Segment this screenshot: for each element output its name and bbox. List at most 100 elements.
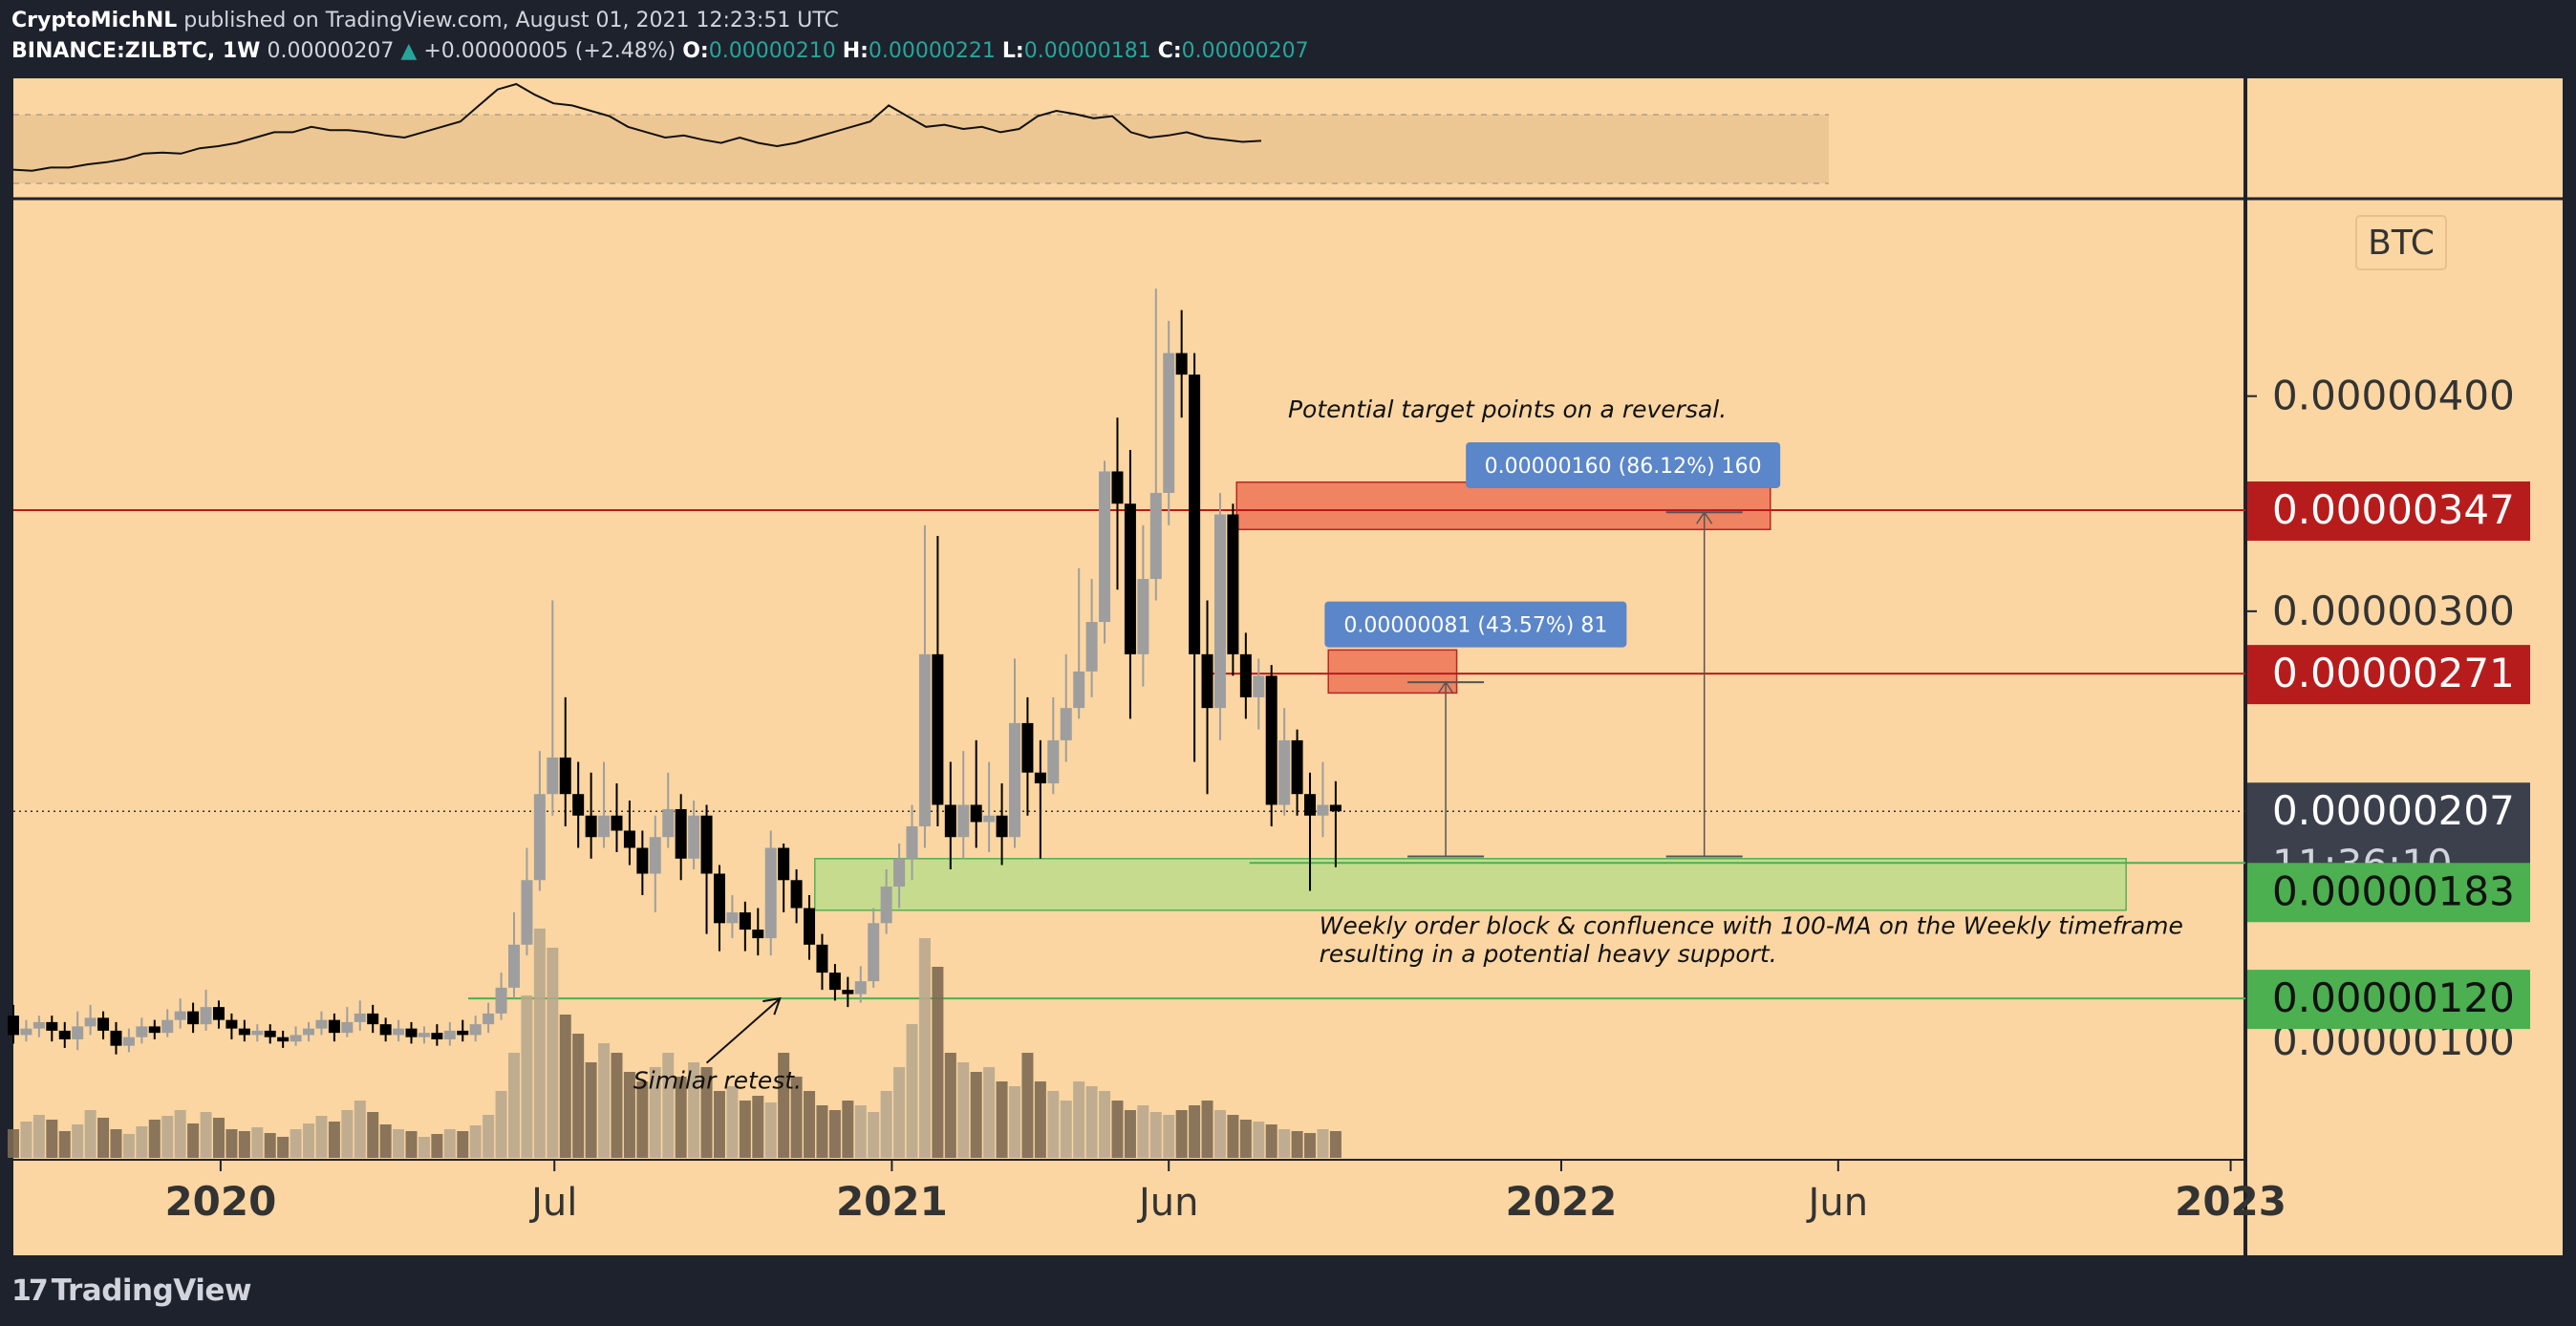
author-name[interactable]: CryptoMichNL [11, 9, 178, 32]
x-tick-label-0: 2020 [164, 1178, 276, 1225]
candle-body [726, 912, 739, 924]
volume-bar [1304, 1133, 1317, 1158]
volume-bar [983, 1067, 996, 1158]
volume-bar [200, 1112, 212, 1158]
volume-bar [1253, 1122, 1265, 1158]
candle [1111, 417, 1124, 590]
resistance-zone-1 [1327, 649, 1458, 695]
volume-bar [533, 929, 546, 1158]
candle-body [880, 887, 892, 924]
high-label: H: [842, 39, 869, 63]
candle [804, 895, 816, 960]
volume-bar [8, 1129, 19, 1158]
price-chart[interactable]: 0.00000081 (43.57%) 81 0.00000160 (86.12%… [0, 0, 2576, 1261]
candle-body [983, 815, 996, 823]
candle [148, 1019, 161, 1039]
candle-body [1239, 653, 1252, 697]
candle [547, 600, 559, 816]
candle-body [713, 873, 725, 924]
candle-body [893, 858, 906, 888]
candle-body [572, 794, 585, 816]
ohlc-line: BINANCE:ZILBTC, 1W 0.00000207 ▲ +0.00000… [11, 36, 1309, 67]
candle [1137, 524, 1149, 687]
candle-body [585, 815, 597, 838]
candle-body [675, 808, 687, 859]
candle [623, 800, 635, 866]
volume-bar [431, 1134, 443, 1158]
annotation-0: Potential target points on a reversal. [1288, 396, 1727, 423]
candle-body [1253, 675, 1265, 697]
volume-bar [572, 1034, 585, 1158]
candle [72, 1011, 84, 1051]
candle-body [328, 1019, 340, 1034]
candle-body [418, 1033, 430, 1037]
volume-bar [1137, 1105, 1149, 1158]
volume-bar [315, 1116, 328, 1158]
volume-bar [457, 1131, 469, 1158]
candle [1124, 449, 1136, 719]
candle [649, 815, 661, 913]
candle [559, 696, 571, 826]
annotation-1: Weekly order block & confluence with 100… [1320, 912, 2183, 940]
x-tick-label-3: Jun [1136, 1181, 1199, 1225]
candle [174, 998, 186, 1029]
volume-bar [1278, 1129, 1291, 1158]
candle-body [1163, 353, 1175, 493]
candle [572, 761, 585, 848]
volume-bar [379, 1124, 392, 1158]
candle [585, 772, 597, 859]
volume-bar [790, 1077, 803, 1158]
resistance-zone-0 [1235, 481, 1771, 531]
candle [816, 933, 828, 991]
candle-body [1099, 471, 1111, 623]
volume-bar [187, 1123, 200, 1158]
tradingview-mark-icon: 17 [11, 1273, 49, 1308]
open-value: 0.00000210 [708, 39, 836, 63]
candle [507, 912, 520, 999]
candle [8, 1004, 19, 1044]
volume-bar [290, 1129, 302, 1158]
candle [713, 865, 725, 952]
candle-body [932, 653, 944, 805]
candle [893, 844, 906, 909]
candle-body [598, 815, 611, 838]
price-badge-1 [2247, 645, 2530, 705]
candle-body [148, 1026, 161, 1034]
candle [341, 1007, 354, 1037]
volume-bar [110, 1129, 122, 1158]
candle-body [290, 1035, 302, 1042]
x-tick-label-4: 2022 [1506, 1178, 1618, 1225]
volume-bar [84, 1110, 97, 1158]
candle [469, 1016, 482, 1042]
candle-body [303, 1028, 315, 1036]
candle-body [1189, 374, 1201, 654]
candle [598, 761, 611, 848]
candle [1163, 320, 1175, 525]
candle-body [700, 815, 713, 874]
candle [212, 1000, 225, 1029]
candle [303, 1021, 315, 1042]
plot-background [13, 78, 2243, 1255]
tradingview-logo[interactable]: 17 TradingView [11, 1273, 252, 1308]
candle-body [752, 930, 764, 939]
volume-bar [46, 1120, 58, 1158]
price-badge-label-2: 0.00000207 [2272, 787, 2515, 834]
open-label: O: [682, 39, 709, 63]
volume-bar [713, 1091, 725, 1158]
volume-bar [585, 1062, 597, 1158]
symbol-label[interactable]: BINANCE:ZILBTC, 1W [11, 39, 261, 63]
chart-header: CryptoMichNL published on TradingView.co… [11, 6, 1309, 67]
volume-bar [1265, 1124, 1277, 1158]
candle [932, 536, 944, 826]
candle [1073, 567, 1085, 719]
candle [1034, 739, 1046, 859]
volume-bar [1329, 1131, 1342, 1158]
candle [251, 1024, 264, 1042]
candle [1189, 353, 1201, 762]
volume-bar [303, 1123, 315, 1158]
volume-bar [918, 938, 931, 1158]
rsi-line [12, 82, 1262, 172]
volume-bar [726, 1086, 739, 1158]
currency-box [2355, 215, 2447, 270]
volume-bar [1047, 1091, 1060, 1158]
